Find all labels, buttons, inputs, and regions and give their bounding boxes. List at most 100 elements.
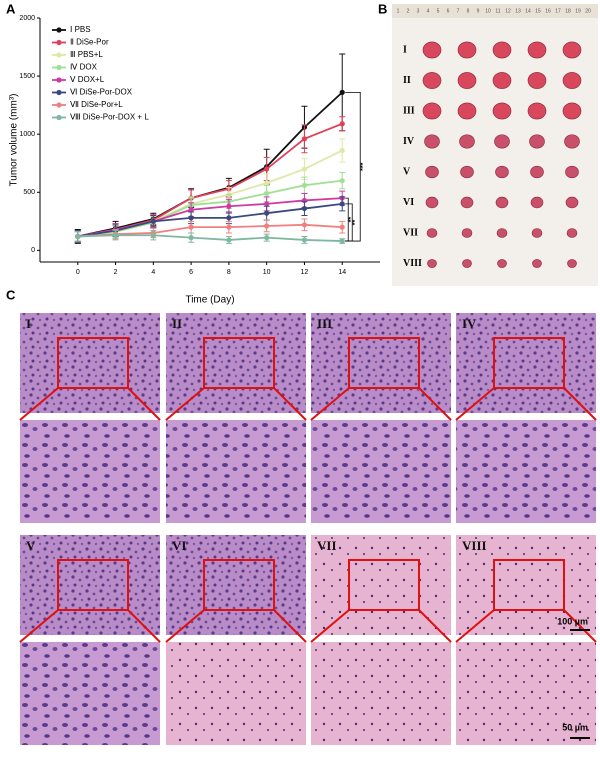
tumor [565, 196, 579, 209]
zoom-box [348, 559, 420, 611]
ruler-number: 9 [477, 8, 480, 14]
tumor [425, 165, 439, 179]
series-line [77, 122, 343, 238]
x-tick-label: 4 [151, 269, 155, 276]
tumor [566, 228, 578, 238]
tumor [565, 165, 579, 179]
series-line [77, 203, 343, 238]
row-label: VI [403, 197, 414, 208]
ruler-number: 4 [427, 8, 430, 14]
series-line [77, 179, 343, 238]
tumor [567, 259, 577, 268]
tumor [427, 259, 437, 268]
point [112, 232, 119, 238]
zoom-box [348, 337, 420, 389]
zoom-box [57, 337, 129, 389]
tumor [426, 228, 438, 238]
tumor [425, 196, 439, 209]
tumor [562, 102, 582, 120]
legend-marker [56, 89, 62, 96]
point [301, 237, 308, 243]
histology-zoom [20, 420, 160, 523]
point [188, 224, 194, 230]
point [188, 235, 194, 241]
zoom-lines [310, 609, 452, 643]
point [226, 215, 232, 221]
ruler-number: 15 [535, 8, 541, 14]
histology-zoom [311, 420, 451, 523]
histology-zoom [20, 642, 160, 745]
point [150, 232, 156, 238]
point [339, 178, 345, 184]
zoom-box [57, 559, 129, 611]
tumor [492, 72, 512, 89]
legend-label: Ⅶ DiSe-Por+L [70, 100, 123, 109]
zoom-lines [19, 387, 161, 421]
ruler-number: 1 [397, 8, 400, 14]
point [226, 203, 232, 209]
tumor [495, 196, 509, 209]
significance-label: *** [360, 162, 367, 170]
zoom-lines [310, 387, 452, 421]
ruler-number: 3 [417, 8, 420, 14]
zoom-box [203, 559, 275, 611]
legend-marker [56, 102, 62, 108]
photo-b: 1 2 3 4 5 6 7 8 9 10 11 12 13 14 15 16 17 18 19 20IIIIIIIVV… [397, 8, 591, 268]
histology-zoom [311, 642, 451, 745]
legend-marker [56, 39, 62, 46]
tumor [532, 259, 542, 268]
ruler-number: 20 [585, 8, 591, 14]
significance-label: ** [352, 219, 359, 225]
ruler-number: 8 [467, 8, 470, 14]
point [339, 121, 345, 127]
legend-label: Ⅳ DOX [70, 63, 98, 72]
ruler-number: 6 [447, 8, 450, 14]
point [301, 166, 308, 172]
tumor [562, 41, 582, 59]
tumor [460, 165, 474, 179]
tumor [497, 259, 507, 268]
legend-marker [56, 77, 62, 83]
significance-bracket [345, 91, 361, 242]
tumor [527, 41, 547, 59]
point [188, 215, 194, 221]
histology-zoom [456, 420, 596, 523]
point [264, 223, 270, 229]
scale-label: 50 µm [562, 722, 588, 732]
ruler-number: 2 [407, 8, 410, 14]
zoom-box [493, 559, 565, 611]
ruler-number: 14 [525, 8, 531, 14]
group-label: VIII [462, 538, 487, 553]
zoom-lines [455, 609, 597, 643]
row-label: VIII [403, 258, 422, 269]
point [339, 238, 345, 244]
significance-label: ** [348, 217, 355, 223]
legend-label: Ⅵ DiSe-Por-DOX [70, 88, 133, 97]
tumor [457, 72, 477, 89]
ruler-number: 13 [515, 8, 521, 14]
point [264, 190, 270, 197]
tumor [495, 165, 509, 179]
legend-marker [56, 64, 62, 71]
ruler [392, 4, 598, 18]
group-label: VI [172, 538, 186, 553]
tumor [462, 259, 472, 268]
y-tick-label: 500 [23, 189, 35, 196]
row-label: I [403, 44, 407, 55]
scale-label: 100 µm [557, 616, 588, 626]
point [264, 166, 270, 172]
ruler-number: 5 [437, 8, 440, 14]
group-label: III [317, 316, 332, 331]
point [226, 237, 232, 243]
tumor [461, 228, 473, 238]
x-tick-label: 2 [114, 269, 118, 276]
histology-zoom [456, 642, 596, 745]
legend-marker [56, 27, 62, 33]
ruler-number: 19 [575, 8, 581, 14]
tumor [457, 102, 477, 120]
point [339, 147, 345, 154]
tumor [424, 134, 440, 149]
x-tick-label: 0 [76, 269, 80, 276]
